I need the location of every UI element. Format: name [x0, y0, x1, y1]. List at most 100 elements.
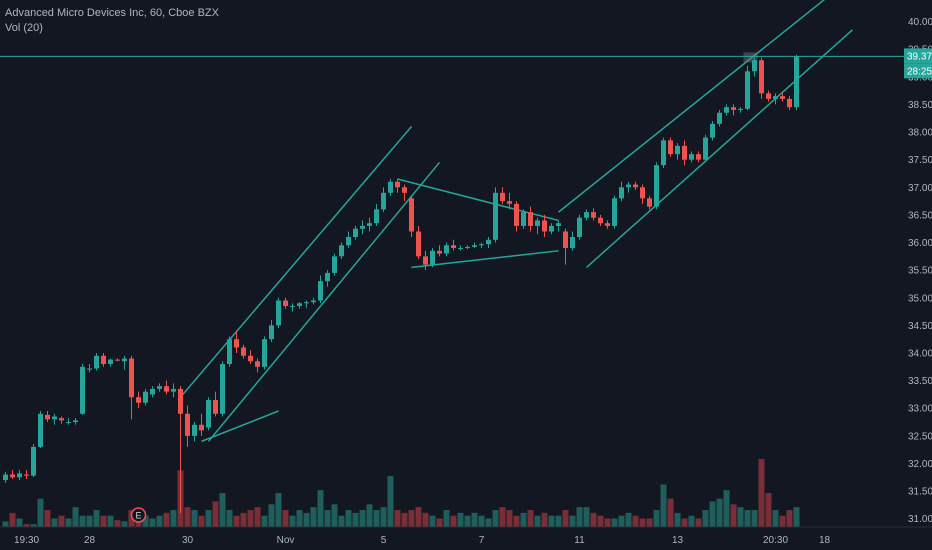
candle-body	[143, 391, 148, 403]
volume-bar	[275, 493, 282, 527]
candle-body	[423, 256, 428, 265]
volume-bar	[555, 515, 562, 527]
volume-bar	[240, 512, 247, 527]
volume-bar	[660, 484, 667, 527]
volume-bar	[576, 507, 583, 527]
candle-body	[199, 424, 204, 431]
volume-bar	[114, 520, 121, 527]
candle-body	[52, 416, 57, 420]
volume-pane	[2, 459, 800, 527]
candle-body	[325, 272, 330, 282]
volume-bar	[128, 510, 135, 527]
volume-bar	[16, 518, 23, 527]
volume-bar	[625, 512, 632, 527]
volume-bar	[674, 512, 681, 527]
candle-body	[24, 474, 29, 476]
volume-bar	[261, 515, 268, 527]
candle-body	[444, 245, 449, 254]
volume-indicator-label: Vol (20)	[5, 22, 43, 34]
candle-body	[528, 212, 533, 226]
volume-bar	[443, 510, 450, 527]
candle-body	[374, 209, 379, 224]
volume-bar	[373, 510, 380, 527]
bar-countdown-tag	[904, 63, 932, 79]
price-tick-label: 38.00	[908, 128, 932, 139]
candle-body	[556, 223, 561, 226]
volume-bar	[324, 510, 331, 527]
candle-body	[304, 302, 309, 304]
volume-bar	[408, 510, 415, 527]
candle-body	[122, 358, 127, 362]
candle-body	[178, 388, 183, 414]
trendline	[411, 250, 559, 269]
volume-bar	[744, 510, 751, 527]
volume-bar	[212, 501, 219, 527]
volume-bar	[737, 507, 744, 527]
candle-body	[451, 245, 456, 249]
candle-body	[584, 212, 589, 218]
last-price-tag	[904, 48, 932, 64]
candle-body	[598, 217, 603, 224]
candle-body	[577, 217, 582, 237]
candle-body	[269, 325, 274, 340]
volume-bar	[429, 515, 436, 527]
price-tick-label: 33.00	[908, 404, 932, 415]
candle-body	[514, 203, 519, 226]
volume-bar	[646, 518, 653, 527]
candle-body	[654, 165, 659, 207]
candle-body	[486, 239, 491, 245]
price-tick-label: 40.00	[908, 17, 932, 28]
price-tick-label: 36.50	[908, 210, 932, 221]
candle-body	[206, 399, 211, 428]
candle-series	[3, 54, 799, 514]
candle-body	[31, 446, 36, 476]
volume-bar	[268, 504, 275, 527]
candle-body	[353, 228, 358, 237]
price-axis[interactable]: 40.0039.5039.0038.5038.0037.5037.0036.50…	[904, 0, 932, 550]
time-axis[interactable]: 19:30 28 30 Nov 5 7 11 13 20:30 18	[0, 526, 932, 550]
volume-bar	[163, 512, 170, 527]
volume-bar	[681, 518, 688, 527]
volume-bar	[758, 459, 765, 527]
candle-body	[346, 237, 351, 246]
volume-bar	[156, 515, 163, 527]
volume-bar	[667, 498, 674, 527]
candle-body	[766, 93, 771, 99]
volume-bar	[618, 515, 625, 527]
last-price-value: 39.37	[907, 51, 932, 62]
trendline	[397, 178, 559, 222]
candle-body	[255, 361, 260, 367]
candle-body	[682, 145, 687, 160]
volume-bar	[184, 507, 191, 527]
time-tick-label: 20:30	[763, 535, 788, 546]
earnings-icon[interactable]	[130, 507, 147, 523]
price-tick-label: 35.00	[908, 293, 932, 304]
earnings-marker[interactable]: E	[130, 507, 147, 523]
candle-body	[80, 366, 85, 414]
candle-body	[661, 140, 666, 166]
volume-bar	[604, 518, 611, 527]
volume-bar	[569, 515, 576, 527]
time-tick-label: 5	[381, 535, 387, 546]
candle-body	[157, 386, 162, 389]
volume-bar	[198, 515, 205, 527]
volume-bar	[191, 510, 198, 527]
candle-body	[465, 246, 470, 249]
candle-body	[731, 107, 736, 110]
trendline	[179, 126, 413, 398]
price-tick-label: 31.00	[908, 514, 932, 525]
volume-bar	[751, 510, 758, 527]
volume-bar	[779, 515, 786, 527]
volume-bar	[639, 518, 646, 527]
volume-bar	[527, 510, 534, 527]
trendline	[207, 161, 441, 442]
candle-body	[437, 250, 442, 254]
volume-bar	[352, 512, 359, 527]
trendline-drawings[interactable]	[179, 0, 853, 443]
candle-body	[227, 339, 232, 365]
volume-bar	[37, 498, 44, 527]
price-tick-label: 33.50	[908, 376, 932, 387]
candle-body	[17, 473, 22, 478]
